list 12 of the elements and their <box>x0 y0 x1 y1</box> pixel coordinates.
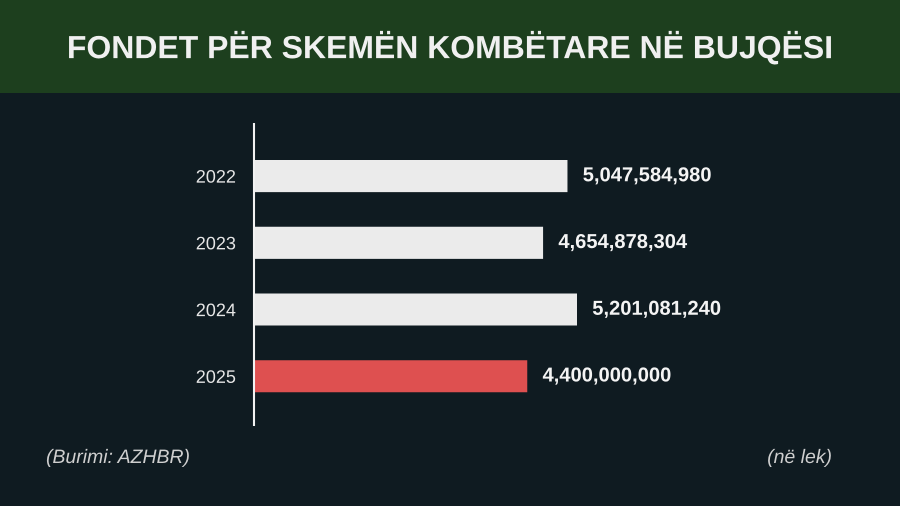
y-tick-label: 2023 <box>196 236 236 250</box>
text: (Burimi: AZHBR) <box>46 448 189 468</box>
data-label: 4,654,878,304 <box>558 234 688 252</box>
data-label: 4,400,000,000 <box>542 367 670 385</box>
y-tick-label: 2025 <box>196 370 236 383</box>
y-tick-label: 2022 <box>196 170 236 183</box>
text: (në lek) <box>768 448 831 468</box>
bar <box>254 360 528 392</box>
chart-title: FONDET PËR SKEMËN KOMBËTARE NË BUJQËSI <box>69 30 831 64</box>
data-label: 5,047,584,980 <box>583 167 711 184</box>
data-label: 5,201,081,240 <box>592 300 720 318</box>
y-tick-label: 2024 <box>196 303 236 316</box>
